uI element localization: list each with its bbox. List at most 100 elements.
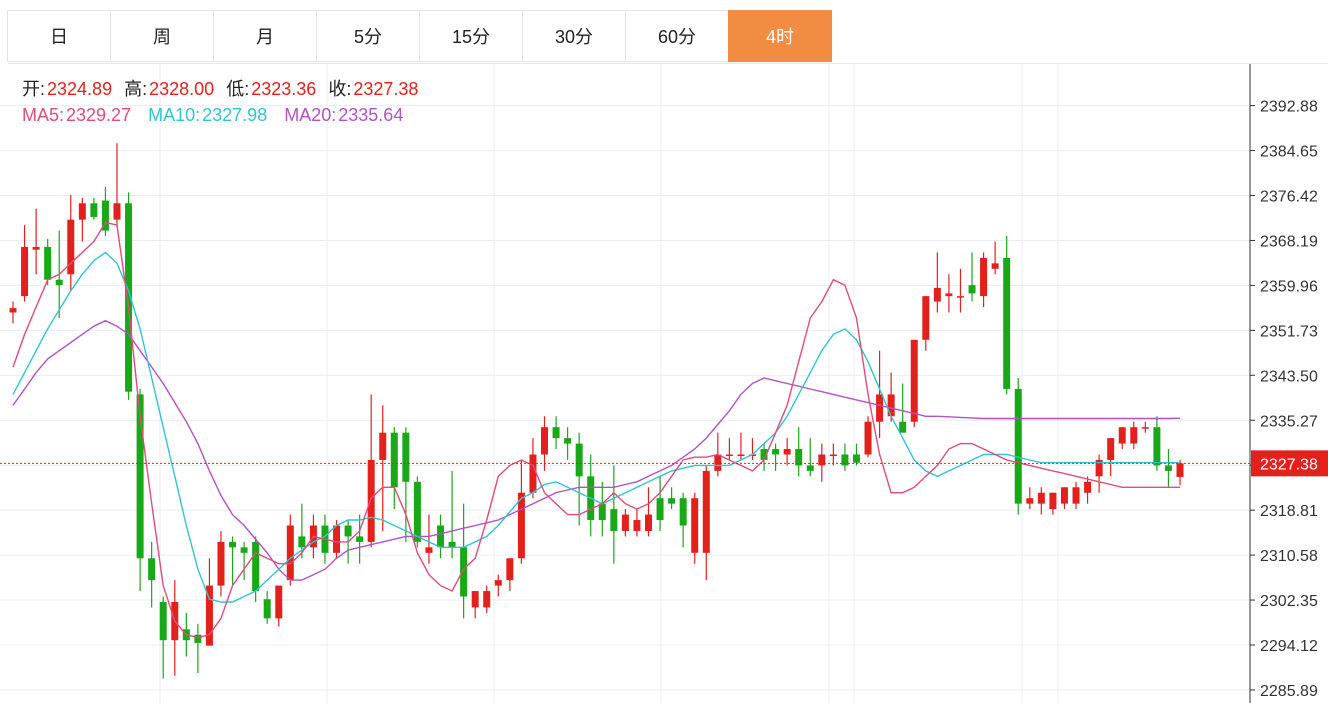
candle-body (621, 514, 629, 531)
candle-body (852, 454, 860, 463)
candle-body (575, 443, 583, 477)
candle-body (598, 503, 606, 521)
candle-body (471, 591, 479, 608)
candle-body (286, 525, 294, 581)
candle-body (425, 547, 433, 553)
candle-body (610, 509, 618, 531)
candle-body (194, 634, 202, 643)
candle-body (101, 200, 109, 231)
axis-tick-label: 2310.58 (1260, 548, 1318, 565)
candle-body (795, 449, 803, 466)
close-value: 2327.38 (353, 79, 419, 99)
tab-day[interactable]: 日 (7, 10, 111, 62)
candle-body (252, 541, 260, 592)
high-value: 2328.00 (149, 79, 215, 99)
candle-body (656, 498, 664, 521)
close-label: 收: (328, 79, 352, 99)
candle-body (691, 498, 699, 553)
candle-body (1026, 498, 1034, 504)
candle-body (1130, 427, 1138, 444)
candle-body (298, 536, 306, 548)
candle-body (90, 203, 98, 217)
candle-body (841, 454, 849, 466)
candle-body (980, 257, 988, 297)
candles-layer (9, 143, 1184, 679)
ma20-label: MA20: (284, 105, 337, 125)
axis-tick-label: 2285.89 (1260, 683, 1318, 700)
candle-body (541, 427, 549, 455)
candle-body (679, 498, 687, 526)
candle-body (1060, 487, 1068, 504)
tab-30min[interactable]: 30分 (522, 10, 626, 62)
candle-body (1095, 459, 1103, 477)
candle-body (148, 558, 156, 581)
candle-body (1141, 427, 1149, 429)
ma10-label: MA10: (148, 105, 201, 125)
candle-body (829, 454, 837, 456)
candle-body (702, 470, 710, 553)
candle-body (783, 449, 791, 455)
candle-body (818, 454, 826, 466)
candle-body (67, 219, 75, 275)
tab-4hour[interactable]: 4时 (728, 10, 832, 62)
candle-body (263, 599, 271, 619)
candle-body (922, 296, 930, 340)
last-price-label: 2327.38 (1260, 456, 1318, 473)
candle-body (760, 449, 768, 460)
candle-body (1176, 463, 1184, 477)
candle-body (933, 287, 941, 302)
candle-body (21, 246, 29, 297)
candle-body (413, 481, 421, 542)
candlestick-chart[interactable]: 2392.88 2384.65 2376.42 2368.19 2359.96 2351.… (0, 64, 1328, 703)
candle-body (9, 308, 17, 313)
candle-body (448, 541, 456, 548)
ma-lines-layer (12, 221, 1181, 639)
candle-body (714, 454, 722, 471)
candle-body (32, 246, 40, 250)
candle-body (529, 454, 537, 493)
tab-60min[interactable]: 60分 (625, 10, 729, 62)
tab-15min[interactable]: 15分 (419, 10, 523, 62)
low-value: 2323.36 (251, 79, 317, 99)
axis-tick-label: 2343.50 (1260, 368, 1318, 385)
axis-tick-label: 2384.65 (1260, 144, 1318, 161)
candle-body (1003, 257, 1011, 389)
candle-body (460, 547, 468, 597)
candle-body (1037, 492, 1045, 504)
axis-tick-label: 2294.12 (1260, 638, 1318, 655)
candle-body (78, 203, 86, 220)
candle-body (887, 394, 895, 417)
candle-body (564, 438, 572, 444)
axis-tick-label: 2351.73 (1260, 323, 1318, 340)
chart-grid (0, 64, 1250, 703)
last-price-badge (1251, 450, 1328, 477)
axis-tick-label: 2376.42 (1260, 189, 1318, 206)
candle-body (494, 580, 502, 586)
candle-body (725, 454, 733, 456)
candle-body (910, 339, 918, 422)
candle-body (390, 432, 398, 488)
price-axis: 2392.88 2384.65 2376.42 2368.19 2359.96 2351.… (0, 64, 1328, 703)
candle-body (1118, 427, 1126, 444)
period-tabs: 日 周 月 5分 15分 30分 60分 4时 (7, 10, 832, 63)
candle-body (668, 498, 676, 504)
ma20-value: 2335.64 (338, 105, 404, 125)
tab-week[interactable]: 周 (110, 10, 214, 62)
candle-body (113, 203, 121, 220)
candle-body (991, 263, 999, 269)
candle-body (552, 427, 560, 439)
tab-month[interactable]: 月 (213, 10, 317, 62)
candle-body (806, 465, 814, 471)
candle-body (217, 541, 225, 586)
axis-tick-label: 2359.96 (1260, 278, 1318, 295)
tab-divider (8, 63, 1328, 64)
candle-body (956, 296, 964, 298)
ohlc-info: 开: 2324.89 高: 2328.00 低: 2323.36 收: 2327.38 … (22, 76, 420, 128)
candle-body (333, 525, 341, 553)
candle-body (275, 585, 283, 619)
candle-body (402, 432, 410, 482)
candle-body (1014, 388, 1022, 504)
tab-5min[interactable]: 5分 (316, 10, 420, 62)
ma5-line (12, 221, 1180, 639)
low-label: 低: (226, 79, 250, 99)
